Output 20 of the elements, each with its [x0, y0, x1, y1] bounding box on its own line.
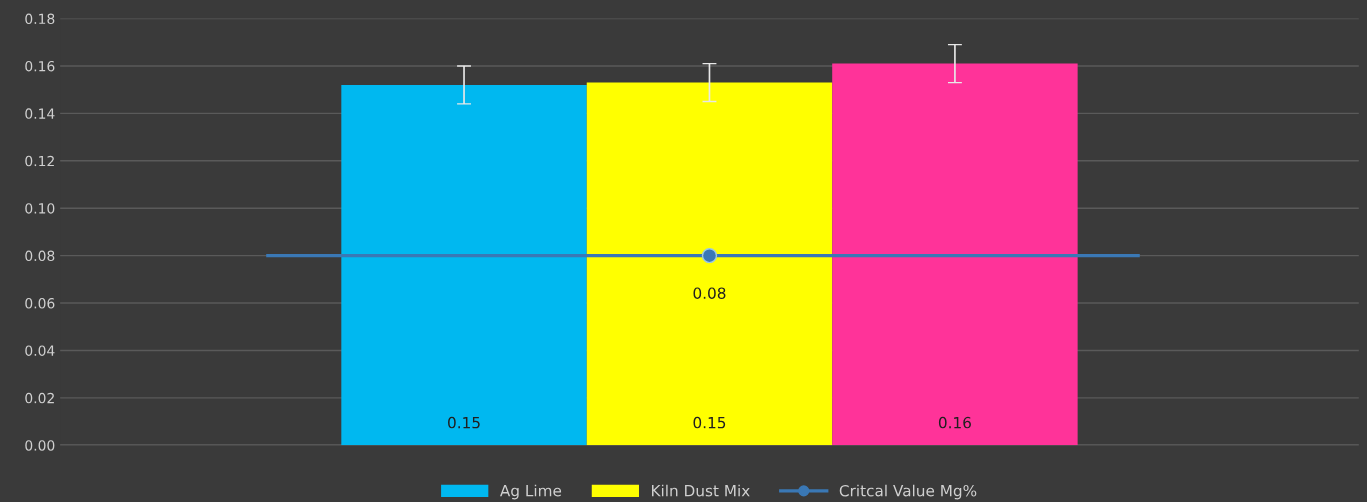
y-tick-label: 0.02	[25, 392, 54, 404]
y-tick-label: 0.08	[25, 250, 55, 262]
bar	[341, 84, 587, 446]
data-label: 0.16	[938, 416, 971, 429]
y-tick-label: 0.12	[25, 155, 54, 167]
legend-label: Critcal Value Mg%	[839, 484, 977, 500]
legend-label: Ag Lime	[499, 484, 562, 500]
y-tick-label: 0.10	[25, 203, 55, 214]
y-tick-label: 0.06	[25, 298, 55, 309]
data-label: 0.15	[448, 416, 480, 429]
legend-label: Kiln Dust Mix	[652, 484, 750, 497]
y-tick-label: 0.14	[25, 108, 55, 119]
y-tick-label: 0.04	[25, 345, 55, 356]
data-label: 0.08	[693, 287, 726, 299]
y-tick-label: 0.18	[25, 13, 55, 25]
y-tick-label: 0.16	[25, 60, 55, 72]
y-tick-label: 0.00	[25, 440, 55, 451]
bar	[586, 82, 833, 446]
data-label: 0.15	[693, 416, 726, 429]
bar	[832, 63, 1078, 446]
